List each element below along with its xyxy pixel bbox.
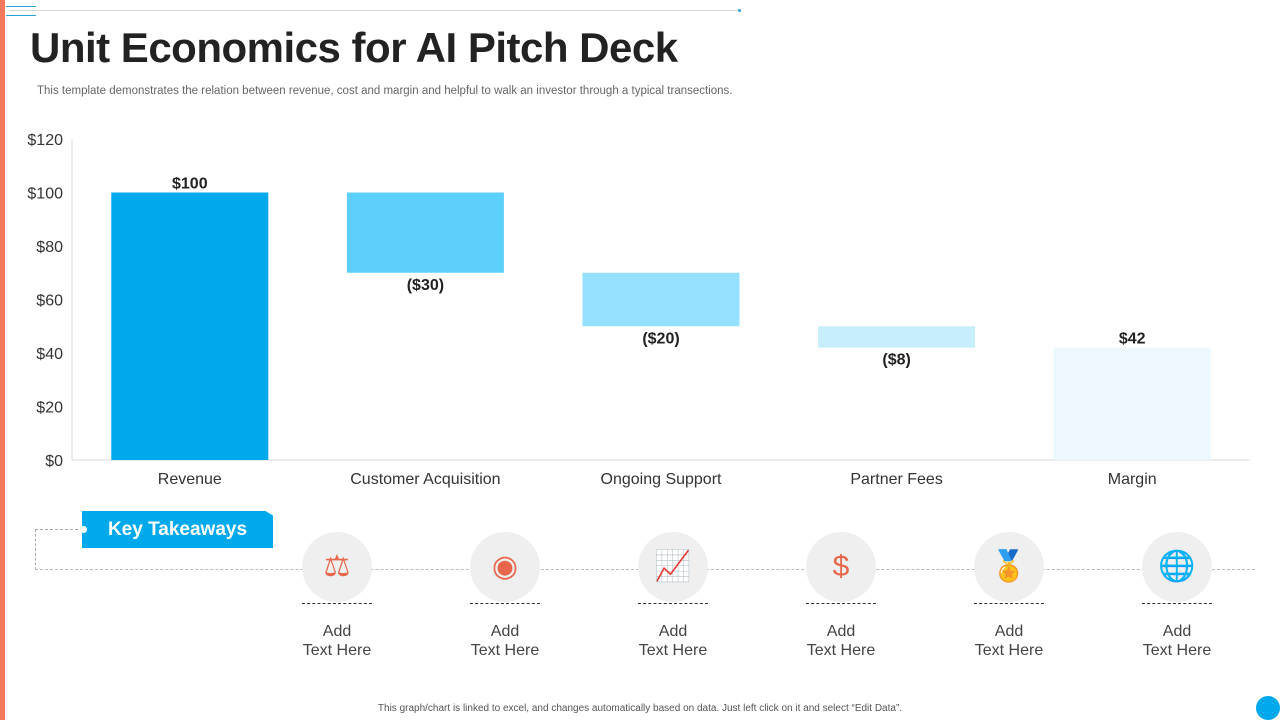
top-divider [10, 10, 740, 11]
footer-note: This graph/chart is linked to excel, and… [377, 703, 903, 714]
takeaway-item: ⚖ Add Text Here [277, 532, 397, 660]
dash-divider [470, 603, 540, 604]
takeaway-item: 🏅 Add Text Here [949, 532, 1069, 660]
page-title: Unit Economics for AI Pitch Deck [30, 24, 678, 71]
takeaway-item: ◉ Add Text Here [445, 532, 565, 660]
dash-divider [806, 603, 876, 604]
y-tick-label: $20 [36, 400, 63, 417]
dash-divider [974, 603, 1044, 604]
dash-divider [302, 603, 372, 604]
connector-dot [80, 526, 87, 533]
x-tick-label: Partner Fees [850, 471, 942, 488]
takeaway-text[interactable]: Add Text Here [806, 623, 876, 659]
y-tick-label: $40 [36, 346, 63, 363]
takeaway-text[interactable]: Add Text Here [470, 623, 540, 659]
y-tick-label: $100 [27, 186, 63, 203]
y-tick-label: $80 [36, 239, 63, 256]
divider-dot [738, 9, 741, 12]
takeaway-text[interactable]: Add Text Here [974, 623, 1044, 659]
bar-ongoing-support[interactable] [582, 272, 740, 327]
data-label: $42 [1119, 331, 1146, 348]
x-tick-label: Customer Acquisition [350, 471, 500, 488]
takeaway-item: 📈 Add Text Here [613, 532, 733, 660]
bar-margin[interactable] [1053, 347, 1211, 460]
subtitle: This template demonstrates the relation … [37, 85, 733, 97]
data-label: ($20) [642, 330, 679, 347]
corner-circle [1256, 696, 1280, 720]
billboard-ball-icon: ◉ [470, 532, 540, 602]
bar-partner-fees[interactable] [818, 326, 976, 348]
growth-chart-icon: 📈 [638, 532, 708, 602]
money-box-icon: $ [806, 532, 876, 602]
bar-customer-acquisition[interactable] [346, 192, 504, 273]
dash-divider [1142, 603, 1212, 604]
decorative-circuit-icon [6, 6, 36, 16]
key-takeaways-label: Key Takeaways [82, 511, 273, 548]
takeaway-item: 🌐 Add Text Here [1117, 532, 1237, 660]
dollar-badge-icon: 🏅 [974, 532, 1044, 602]
bar-revenue[interactable] [111, 192, 269, 461]
scale-piggy-bank-icon: ⚖ [302, 532, 372, 602]
takeaway-text[interactable]: Add Text Here [1142, 623, 1212, 659]
takeaway-text[interactable]: Add Text Here [302, 623, 372, 659]
waterfall-chart[interactable]: $0 $20 $40 $60 $80 $100 $120 $100 Revenue ($30) Cu… [0, 0, 1280, 500]
data-label: ($8) [882, 352, 910, 369]
globe-decline-icon: 🌐 [1142, 532, 1212, 602]
takeaway-item: $ Add Text Here [781, 532, 901, 660]
x-tick-label: Margin [1108, 471, 1157, 488]
data-label: ($30) [407, 277, 444, 294]
dash-divider [638, 603, 708, 604]
connector-line [35, 529, 83, 570]
x-tick-label: Revenue [158, 471, 222, 488]
y-tick-label: $0 [45, 453, 63, 470]
y-tick-label: $60 [36, 293, 63, 310]
accent-bar [0, 0, 5, 720]
x-tick-label: Ongoing Support [601, 471, 723, 488]
y-tick-label: $120 [27, 132, 63, 149]
data-label: $100 [172, 176, 208, 193]
takeaway-text[interactable]: Add Text Here [638, 623, 708, 659]
